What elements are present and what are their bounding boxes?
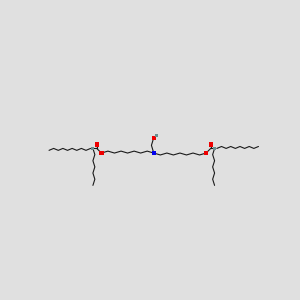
Bar: [152, 136, 156, 140]
Bar: [152, 151, 156, 155]
Bar: [208, 142, 213, 147]
Bar: [92, 147, 94, 150]
Bar: [95, 142, 99, 147]
Bar: [99, 151, 104, 155]
Bar: [204, 151, 208, 155]
Bar: [213, 147, 216, 150]
Bar: [154, 134, 158, 137]
